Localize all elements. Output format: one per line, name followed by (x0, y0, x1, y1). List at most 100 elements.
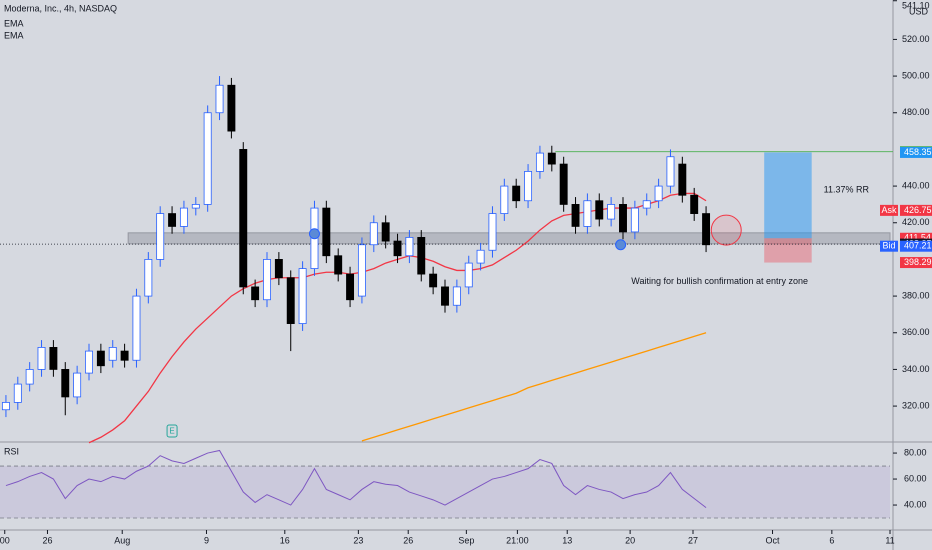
x-tick-label: 16 (280, 535, 290, 545)
entry-zone (127, 232, 891, 245)
rsi-y-tick-label: 80.00 (904, 447, 927, 457)
price-tag-label: 398.29 (904, 257, 932, 267)
x-tick-label: 00 (0, 535, 10, 545)
candle-body (630, 207, 639, 233)
price-tag (900, 232, 932, 244)
x-tick-label: 13 (562, 535, 572, 545)
annotation: Waiting for bullish confirmation at entr… (631, 276, 808, 286)
price-tag-label: 411.54 (904, 233, 931, 243)
candle-body (227, 84, 236, 132)
marker-dot (308, 228, 320, 240)
candle-body (156, 213, 165, 260)
candle-body (263, 259, 271, 301)
x-tick-label: Sep (458, 535, 474, 545)
y-tick-label: 541.10 (902, 0, 930, 10)
x-tick-label: 26 (403, 535, 413, 545)
ema-line (361, 332, 707, 442)
candle-body (286, 277, 295, 324)
candle-body (13, 383, 22, 403)
candle-body (120, 350, 129, 361)
price-tag-name-box (880, 240, 898, 252)
price-tag-name: Ask (881, 205, 897, 215)
x-tick-label: 21:00 (506, 535, 529, 545)
rsi-y-tick-label: 40.00 (904, 499, 927, 509)
candle-body (607, 204, 616, 220)
candle-body (61, 369, 70, 398)
earnings-label: E (169, 427, 174, 436)
candle-body (642, 200, 651, 209)
x-tick-label: 9 (204, 535, 209, 545)
candle-body (239, 149, 248, 288)
price-tag (900, 257, 932, 269)
candle-body (96, 350, 105, 367)
candle-body (559, 163, 568, 205)
rr-label: 11.37% RR (824, 185, 870, 195)
candle-body (191, 204, 200, 209)
marker-dot (615, 239, 627, 251)
y-tick-label: 520.00 (902, 34, 930, 44)
candle-body (524, 171, 533, 202)
candle-body (85, 350, 93, 374)
candle-body (334, 255, 343, 275)
y-tick-label: 320.00 (902, 400, 930, 410)
candle-body (393, 240, 402, 257)
rsi-band (0, 466, 890, 519)
candle-body (215, 84, 224, 114)
x-tick-label: Oct (766, 535, 781, 545)
candle-body (357, 244, 366, 297)
candle-body (678, 163, 687, 196)
candle-body (108, 347, 117, 361)
candle-body (203, 112, 212, 205)
candle-body (595, 200, 604, 220)
price-tag-label: 407.21 (904, 241, 932, 251)
candle-body (405, 237, 414, 257)
candle-body (452, 286, 461, 306)
candle-body (500, 185, 509, 214)
price-tag-label: 458.35 (904, 147, 932, 157)
x-tick-label: Aug (114, 535, 130, 545)
candle-body (322, 207, 331, 257)
candle-body (381, 222, 390, 242)
x-tick-label: 23 (353, 535, 363, 545)
x-tick-label: 6 (829, 535, 834, 545)
price-tag-label: 426.75 (904, 205, 932, 215)
candle-body (619, 204, 627, 233)
candle-body (441, 286, 449, 306)
candle-body (535, 152, 544, 172)
candle-body (702, 213, 711, 246)
stop-area (764, 238, 812, 263)
x-tick-label: 27 (688, 535, 698, 545)
rsi-y-tick-label: 60.00 (904, 473, 927, 483)
x-tick-label: 20 (625, 535, 635, 545)
indicator-label: EMA (4, 30, 24, 40)
x-tick-label: 26 (42, 535, 52, 545)
y-tick-label: 340.00 (902, 364, 930, 374)
candle-body (132, 295, 141, 361)
candle-body (690, 194, 699, 214)
x-tick-label: 11 (885, 535, 894, 545)
y-tick-label: 420.00 (902, 217, 930, 227)
candle-body (168, 213, 177, 227)
y-tick-label: 360.00 (902, 327, 930, 337)
candle-body (488, 213, 497, 251)
price-tag-name-box (880, 204, 898, 216)
price-tag (900, 204, 932, 216)
watch-circle (710, 214, 742, 246)
candle-body (417, 237, 426, 275)
candle-body (547, 152, 556, 165)
candle-body (179, 207, 188, 227)
currency: USD (909, 6, 929, 16)
candle-body (583, 200, 592, 227)
price-tag-name: Bid (882, 241, 895, 251)
candle-body (464, 262, 473, 288)
y-tick-label: 480.00 (902, 107, 930, 117)
indicator-label: EMA (4, 18, 24, 28)
candle-body (1, 402, 10, 411)
candle-body (346, 273, 355, 301)
candle-body (369, 222, 378, 246)
candle-body (298, 268, 307, 324)
y-tick-label: 500.00 (902, 70, 930, 80)
candle-body (25, 369, 34, 385)
candle-body (429, 273, 438, 288)
